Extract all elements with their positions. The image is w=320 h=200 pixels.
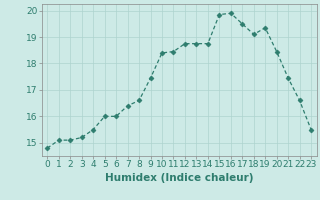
X-axis label: Humidex (Indice chaleur): Humidex (Indice chaleur) (105, 173, 253, 183)
